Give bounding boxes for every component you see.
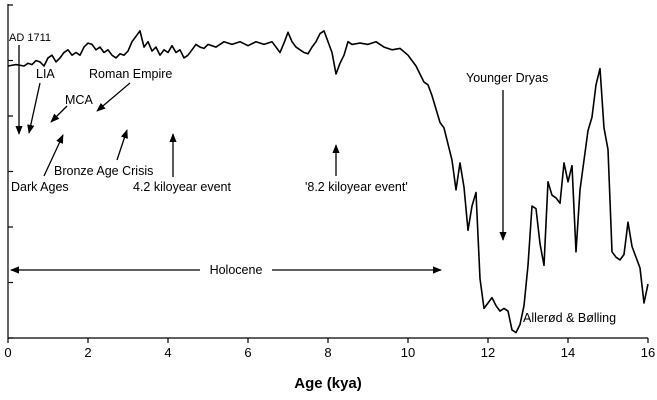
annotation-roman-empire: Roman Empire — [89, 67, 172, 81]
annotation-allerod-bolling: Allerød & Bølling — [523, 311, 616, 325]
annotation-lia-arrow — [27, 82, 41, 134]
annotations: AD 1711 LIA MCA Roman Empire Dark Ages B… — [9, 32, 616, 325]
annotation-bronze-age-crisis-arrow — [116, 129, 128, 161]
annotation-younger-dryas: Younger Dryas — [466, 71, 548, 85]
x-tick-label: 4 — [164, 345, 171, 360]
annotation-ad1711: AD 1711 — [9, 32, 51, 44]
x-tick-label: 16 — [641, 345, 655, 360]
annotation-mca: MCA — [65, 93, 93, 107]
x-tick-label: 12 — [481, 345, 495, 360]
plot-area: 0 2 4 6 8 10 12 14 16 — [4, 4, 655, 360]
x-axis-title: Age (kya) — [294, 375, 362, 392]
x-ticks — [7, 338, 649, 343]
annotation-roman-empire-arrow — [96, 82, 131, 112]
annotation-4-2-kiloyear: 4.2 kiloyear event — [133, 180, 232, 194]
annotation-bronze-age-crisis: Bronze Age Crisis — [54, 164, 153, 178]
x-tick-label: 2 — [84, 345, 91, 360]
x-tick-label: 0 — [4, 345, 11, 360]
x-tick-label: 6 — [244, 345, 251, 360]
x-tick-label: 14 — [561, 345, 575, 360]
annotation-dark-ages: Dark Ages — [11, 180, 69, 194]
annotation-lia: LIA — [36, 67, 55, 81]
annotation-dark-ages-arrow — [43, 134, 64, 177]
annotation-8-2-kiloyear: '8.2 kiloyear event' — [305, 180, 408, 194]
annotation-holocene: Holocene — [210, 263, 263, 277]
series-line — [7, 30, 649, 334]
y-ticks — [8, 4, 13, 339]
x-tick-labels: 0 2 4 6 8 10 12 14 16 — [4, 345, 655, 360]
x-tick-label: 8 — [324, 345, 331, 360]
x-tick-label: 10 — [401, 345, 415, 360]
annotation-mca-arrow — [50, 105, 68, 123]
